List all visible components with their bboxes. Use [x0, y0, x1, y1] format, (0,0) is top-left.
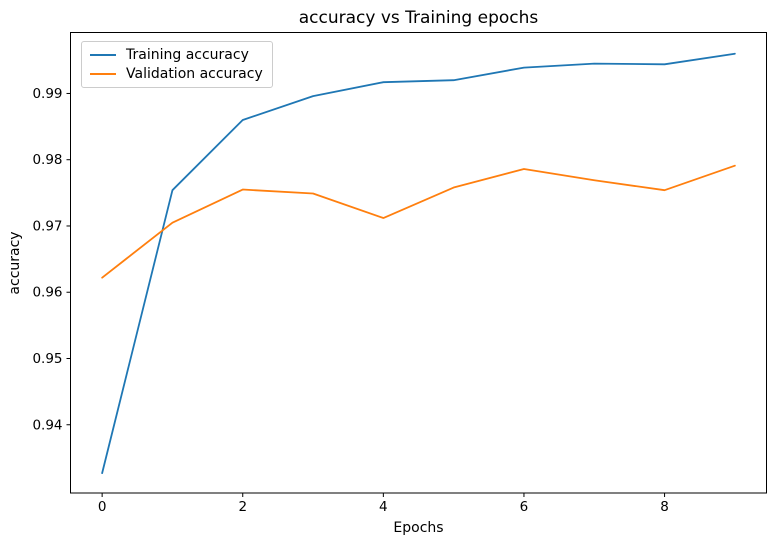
legend-label-training: Training accuracy	[126, 47, 249, 63]
chart-title: accuracy vs Training epochs	[298, 8, 539, 28]
series-layer	[101, 52, 736, 475]
x-tick-label: 2	[238, 499, 247, 515]
y-tick-label: 0.97	[32, 218, 62, 234]
y-tick-label: 0.95	[32, 351, 62, 367]
y-tick-label: 0.96	[32, 285, 62, 301]
x-axis-label: Epochs	[393, 520, 444, 536]
training-line-swatch	[90, 54, 116, 56]
legend-item-training: Training accuracy	[90, 47, 263, 63]
y-tick-label: 0.94	[32, 417, 62, 433]
axes-frame	[70, 32, 767, 494]
series-line-0	[101, 52, 736, 475]
x-tick-label: 4	[379, 499, 388, 515]
validation-line-swatch	[90, 73, 116, 75]
series-line-1	[101, 164, 736, 279]
x-tick-label: 6	[520, 499, 529, 515]
ticks-layer: 0.94 0.95 0.96 0.97 0.98 0.99 0 2 4 6 8	[32, 86, 668, 515]
legend-box: Training accuracy Validation accuracy	[81, 41, 273, 88]
y-tick-label: 0.98	[32, 152, 62, 168]
x-tick-label: 8	[660, 499, 669, 515]
y-tick-label: 0.99	[32, 86, 62, 102]
legend-item-validation: Validation accuracy	[90, 66, 263, 82]
y-axis-label: accuracy	[7, 231, 23, 295]
legend-label-validation: Validation accuracy	[126, 66, 263, 82]
x-tick-label: 0	[98, 499, 107, 515]
